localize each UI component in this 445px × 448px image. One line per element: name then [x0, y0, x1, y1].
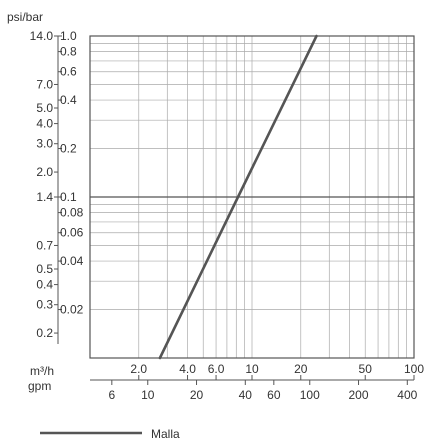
y-tick-label-psi: 0.5 — [36, 262, 53, 276]
series-line-malla — [158, 34, 318, 360]
y-tick-label-bar: 1.0 — [60, 29, 77, 43]
x-tick-label-m3h: 4.0 — [179, 362, 196, 376]
x-tick-label-gpm: 10 — [141, 388, 155, 402]
x-tick-label-m3h: 50 — [359, 362, 373, 376]
y-tick-label-psi: 0.3 — [36, 298, 53, 312]
y-tick-label-bar: 0.02 — [60, 303, 84, 317]
y-tick-label-bar: 0.4 — [60, 93, 77, 107]
legend: Malla — [40, 427, 180, 441]
x-axis-flow: 2.0 4.0 6.0 10 20 50 100 6 10 20 40 60 100 200 400 — [90, 362, 424, 402]
x-tick-label-gpm: 20 — [190, 388, 204, 402]
x-tick-label-gpm: 400 — [397, 388, 417, 402]
y-tick-label-psi: 4.0 — [36, 117, 53, 131]
y-tick-label-bar: 0.06 — [60, 226, 84, 240]
x-axis-m3h-label: m³/h — [30, 364, 54, 378]
x-tick-label-gpm: 6 — [108, 388, 115, 402]
y-tick-label-psi: 1.4 — [36, 190, 53, 204]
y-tick-label-psi: 7.0 — [36, 77, 53, 91]
x-tick-label-gpm: 200 — [349, 388, 369, 402]
x-tick-label-gpm: 60 — [267, 388, 281, 402]
y-tick-label-psi: 14.0 — [30, 29, 54, 43]
y-tick-label-bar: 0.2 — [60, 142, 77, 156]
x-tick-label-m3h: 10 — [245, 362, 259, 376]
y-axis-psi-bar: 1.0 0.8 0.6 0.4 0.2 0.1 0.08 0.06 0.04 0.02 14.0 7.… — [30, 29, 84, 344]
x-tick-label-m3h: 100 — [404, 362, 424, 376]
y-tick-label-psi: 0.7 — [36, 238, 53, 252]
x-tick-label-m3h: 2.0 — [130, 362, 147, 376]
y-tick-label-bar: 0.8 — [60, 45, 77, 59]
x-axis-gpm-label: gpm — [28, 379, 51, 393]
y-tick-label-psi: 2.0 — [36, 165, 53, 179]
series-group — [158, 34, 318, 360]
x-tick-label-m3h: 20 — [294, 362, 308, 376]
y-tick-label-bar: 0.1 — [60, 190, 77, 204]
x-tick-label-gpm: 40 — [239, 388, 253, 402]
y-tick-label-bar: 0.6 — [60, 65, 77, 79]
y-tick-label-bar: 0.08 — [60, 206, 84, 220]
y-tick-label-psi: 3.0 — [36, 137, 53, 151]
x-tick-label-m3h: 6.0 — [208, 362, 225, 376]
x-tick-label-gpm: 100 — [300, 388, 320, 402]
y-tick-label-psi: 0.4 — [36, 278, 53, 292]
legend-label-malla: Malla — [151, 427, 180, 441]
y-tick-label-psi: 0.2 — [36, 326, 53, 340]
y-axis-unit-label: psi/bar — [7, 10, 43, 24]
y-tick-label-psi: 5.0 — [36, 101, 53, 115]
y-tick-label-bar: 0.04 — [60, 254, 84, 268]
